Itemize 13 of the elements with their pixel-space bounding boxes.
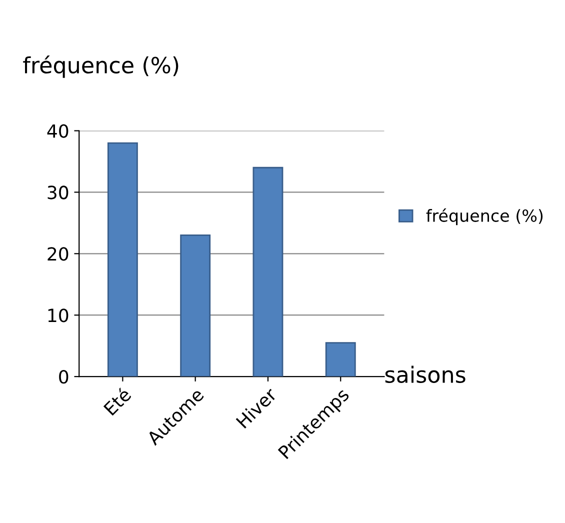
- bar: [252, 166, 284, 377]
- bar: [325, 342, 356, 377]
- bar: [107, 142, 138, 377]
- y-tick-label: 0: [59, 370, 68, 384]
- y-tick-label: 10: [48, 308, 68, 322]
- y-tick-label: 40: [47, 124, 68, 138]
- y-tick-label: 20: [48, 247, 68, 261]
- y-axis-title: fréquence (%): [23, 55, 178, 78]
- bar: [180, 234, 211, 377]
- y-tick-label: 30: [48, 186, 68, 200]
- x-tick-label: Eté: [102, 386, 132, 416]
- x-axis-title: saisons: [385, 366, 466, 384]
- legend-label: fréquence (%): [426, 208, 543, 226]
